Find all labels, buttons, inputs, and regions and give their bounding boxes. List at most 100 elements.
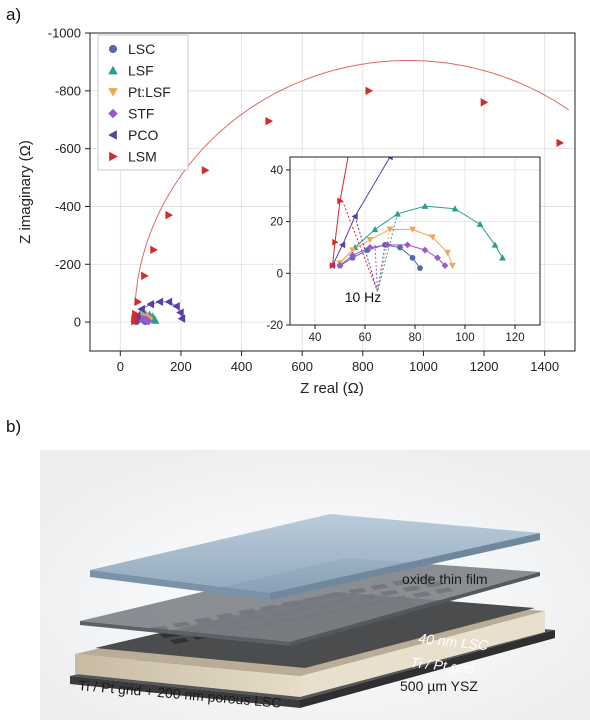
inset-point-lsf [421, 202, 429, 209]
main-x-tick-label: 1400 [530, 359, 559, 374]
inset-y-ticks: -20 0 20 40 [266, 165, 290, 332]
inset-point-pt:lsf [366, 236, 374, 244]
layer-oxide-top [90, 514, 540, 593]
main-x-ticks: 0 200 400 600 800 1000 1200 1400 [117, 351, 559, 374]
inset-point-pt:lsf [349, 247, 356, 254]
main-x-tick-label: 800 [352, 359, 374, 374]
inset-point-stf [404, 241, 411, 249]
layer-oxide-side [270, 533, 540, 600]
point-lsm [201, 166, 210, 175]
main-data-marks [130, 86, 565, 326]
layer-ysz-side [300, 611, 545, 697]
annotation-line-lsm [342, 200, 378, 292]
main-y-tick-label: -800 [55, 83, 81, 98]
main-plot-frame [89, 32, 576, 352]
inset-point-lsm [337, 197, 344, 205]
inset-point-pt:lsf [429, 234, 436, 241]
inset-y-tick-label: 0 [277, 268, 283, 280]
layer-oxide-front [90, 570, 270, 600]
legend-marker-pco [108, 130, 117, 140]
main-y-tick-label: -600 [55, 141, 81, 156]
main-fit-curves [134, 60, 570, 305]
inset-x-ticks: 40 60 80 100 120 [309, 325, 525, 344]
legend-marker-stf [108, 108, 118, 119]
inset-point-lsc [417, 265, 423, 272]
point-pco [137, 304, 145, 314]
inset-line-lsm [332, 157, 349, 266]
inset-x-tick-label: 40 [309, 332, 322, 344]
legend-marker-lsf [108, 65, 118, 75]
point-pco [146, 299, 154, 309]
y-axis-title: Z imaginary (Ω) [17, 140, 34, 244]
inset-point-pt:lsf [409, 226, 416, 233]
inset-point-lsf [499, 254, 506, 261]
main-y-tick-label: 0 [74, 315, 81, 330]
main-y-tick-label: -200 [55, 257, 81, 272]
inset-point-lsm [329, 262, 336, 269]
legend-label-stf: STF [128, 106, 154, 122]
inset-point-lsc [397, 244, 403, 251]
layer-stack-diagram: oxide thin film 40 nm LSC Ti / Pt grid 5… [40, 450, 590, 720]
inset-x-tick-label: 60 [359, 332, 372, 344]
label-500um-ysz: 500 µm YSZ [400, 678, 478, 694]
point-lsm [265, 116, 274, 126]
nyquist-main-chart: 0 200 400 600 800 1000 1200 1400 0-200-400-600-… [17, 26, 576, 397]
legend-box [97, 34, 189, 171]
main-x-tick-label: 1200 [470, 359, 499, 374]
main-x-tick-label: 400 [231, 359, 253, 374]
inset-point-lsm [332, 238, 339, 246]
inset-point-lsf [371, 225, 379, 233]
inset-y-tick-label: -20 [266, 320, 283, 332]
point-stf [144, 317, 153, 326]
inset-point-lsc [409, 254, 416, 261]
point-pco [164, 297, 173, 307]
inset-point-stf [421, 246, 429, 254]
legend-label-lsf: LSF [128, 63, 154, 79]
legend-marker-pt:lsf [108, 88, 118, 97]
inset-point-lsf [451, 205, 459, 212]
x-axis-title: Z real (Ω) [300, 380, 364, 397]
layer-lsc-top [80, 558, 540, 642]
inset-y-tick-label: 40 [270, 165, 283, 177]
inset-point-stf [366, 244, 374, 251]
label-oxide-thin-film: oxide thin film [402, 571, 488, 587]
label-40nm-lsc: 40 nm LSC [418, 630, 490, 653]
nyquist-inset-chart: 40 60 80 100 120 -20 0 20 40 10 Hz [266, 110, 541, 344]
legend-label-lsm: LSM [128, 149, 157, 165]
panel-a-label: a) [6, 5, 21, 24]
main-x-tick-label: 0 [117, 359, 124, 374]
panel-b-label: b) [6, 417, 21, 436]
main-y-tick-label: -400 [55, 199, 81, 214]
point-pco [176, 308, 184, 317]
inset-line-pco [332, 157, 391, 266]
inset-point-lsf [491, 241, 499, 248]
inset-data-marks [329, 110, 506, 272]
inset-point-pco [386, 157, 393, 161]
main-x-tick-label: 200 [170, 359, 192, 374]
layer-ysz-front [75, 654, 300, 697]
inset-x-tick-label: 120 [505, 332, 524, 344]
inset-point-stf [336, 262, 344, 269]
main-y-ticks: 0 -200 -400 -600 -800 -1000 [48, 26, 90, 330]
annotation-line-pco [354, 216, 378, 292]
grid-cell [170, 637, 189, 644]
inset-x-tick-label: 80 [409, 332, 422, 344]
layer-lsc-front [80, 621, 290, 646]
point-lsm [165, 210, 174, 220]
legend-label-lsc: LSC [128, 41, 155, 57]
inset-point-stf [384, 241, 391, 249]
inset-y-tick-label: 20 [270, 217, 283, 229]
point-lsm [150, 245, 158, 255]
inset-point-stf [434, 254, 441, 262]
legend-marker-lsc [108, 44, 118, 54]
inset-point-stf [441, 262, 449, 269]
inset-annotation-10hz: 10 Hz [345, 289, 382, 305]
inset-point-pco [351, 213, 358, 220]
inset-point-pt:lsf [386, 226, 394, 233]
point-pco [172, 301, 180, 311]
legend: LSC LSF Pt:LSF STF PCO LSM [97, 34, 189, 171]
inset-point-pco [462, 110, 468, 117]
inset-point-stf [349, 251, 356, 259]
point-lsm [132, 309, 140, 319]
